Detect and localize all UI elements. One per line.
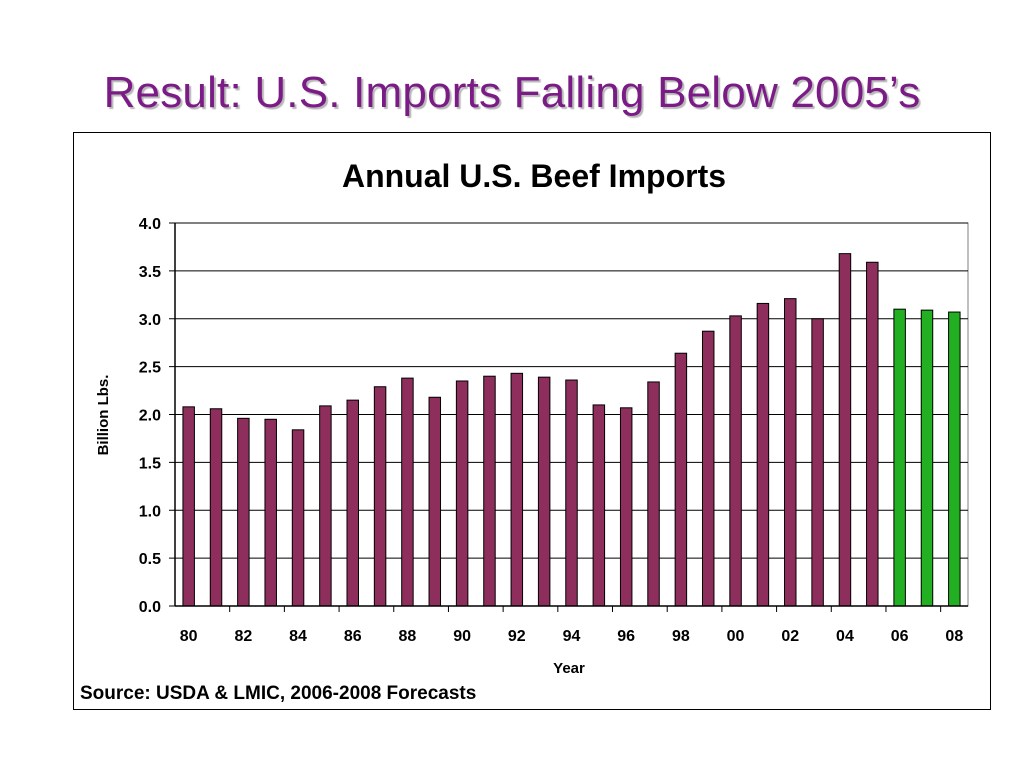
bar-86 [346,399,359,607]
y-tick-labels: 0.0 0.5 1.0 1.5 2.0 2.5 3.0 3.5 4.0 [139,216,161,616]
y-tick-label: 2.5 [139,360,161,377]
y-tick-label: 3.5 [139,264,161,281]
source-note: Source: USDA & LMIC, 2006-2008 Forecasts [80,683,476,704]
bar-90 [455,380,469,607]
x-tick-label: 94 [563,628,581,645]
bar-84 [291,429,305,607]
x-tick-label: 06 [891,628,909,645]
x-tick-label: 98 [672,628,690,645]
y-tick-label: 4.0 [139,216,161,233]
y-tick-label: 2.0 [139,408,161,425]
y-tick-label: 1.0 [139,503,161,520]
y-tick-label: 0.0 [139,599,161,616]
bar-89 [428,396,442,607]
bar-02 [784,298,797,607]
chart-title: Annual U.S. Beef Imports [342,158,726,194]
bar-91 [483,375,496,607]
slide-title: Result: U.S. Imports Falling Below 2005’… [103,68,921,117]
axes [174,223,968,612]
bar-92 [510,372,524,607]
bar-81 [209,408,223,607]
x-tick-label: 80 [180,628,198,645]
bar-00 [729,315,742,607]
x-tick-label: 92 [508,628,526,645]
x-tick-label: 84 [289,628,307,645]
bar-07 [920,309,934,607]
bar-96 [619,407,633,607]
x-tick-label: 90 [453,628,471,645]
x-tick-label: 00 [727,628,745,645]
bar-05 [866,261,879,607]
bar-85 [319,405,332,607]
x-tick-labels: 80 82 84 86 88 90 92 94 96 98 00 02 04 06 08 [180,628,964,645]
x-tick-label: 88 [399,628,417,645]
bar-06 [893,308,906,607]
bar-99 [701,330,715,607]
x-tick-label: 08 [945,628,963,645]
chart-frame: Annual U.S. Beef Imports 0.0 0.5 1.0 1.5 2.0… [73,132,991,710]
y-axis-label: Billion Lbs. [95,375,112,456]
bar-80 [182,406,195,607]
bar-08 [948,311,961,607]
x-tick-label: 82 [234,628,252,645]
bar-87 [373,386,387,607]
y-tick-label: 1.5 [139,455,161,472]
y-tick-label: 3.0 [139,312,161,329]
bar-97 [647,381,660,607]
bar-03 [811,318,824,607]
bar-01 [756,302,770,607]
x-tick-label: 86 [344,628,362,645]
x-axis-label: Year [553,660,585,677]
bar-83 [264,418,277,607]
bar-88 [401,377,414,607]
bar-04 [838,253,852,607]
bar-chart: Annual U.S. Beef Imports 0.0 0.5 1.0 1.5 2.0… [80,158,969,704]
x-tick-label: 96 [617,628,635,645]
bar-94 [565,379,578,607]
bar-82 [237,417,250,607]
bar-98 [674,352,688,607]
bar-95 [592,404,606,607]
bar-93 [537,376,551,607]
x-tick-label: 02 [781,628,799,645]
y-tick-label: 0.5 [139,551,161,568]
x-tick-label: 04 [836,628,854,645]
